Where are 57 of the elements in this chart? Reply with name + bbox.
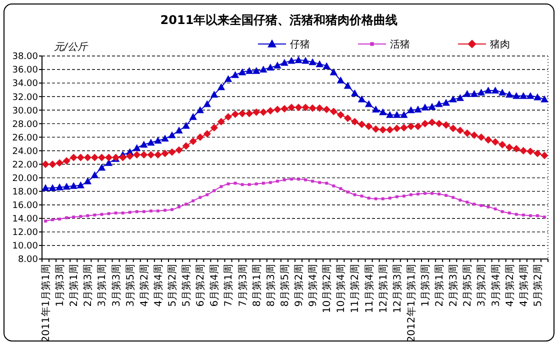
x-tick-label: 9月第4周	[307, 264, 320, 307]
x-tick-label: 3月第5周	[124, 264, 136, 307]
x-tick-label: 8月第3周	[264, 264, 277, 307]
x-tick-label: 10月第2周	[321, 264, 334, 314]
y-tick-label: 32.00	[12, 92, 38, 103]
x-tick-label: 5月第2周	[166, 264, 179, 307]
x-tick-label: 6月第4周	[208, 264, 221, 307]
x-tick-label: 3月第3周	[110, 264, 122, 307]
x-tick-label: 5月第4周	[180, 264, 193, 307]
x-tick-label: 2012年1月第1周	[405, 264, 418, 342]
y-tick-label: 8.00	[18, 255, 38, 266]
x-tick-label: 3月第1周	[96, 264, 108, 307]
y-tick-label: 12.00	[12, 228, 38, 238]
x-tick-label: 3月第4周	[490, 264, 502, 307]
x-tick-label: 4月第2周	[504, 264, 516, 307]
legend-label: 猪肉	[490, 38, 510, 50]
x-tick-label: 9月第2周	[293, 264, 306, 307]
x-tick-label: 8月第5周	[278, 264, 291, 307]
y-axis-title: 元/公斤	[54, 41, 88, 53]
legend-label: 仔猪	[290, 38, 310, 50]
y-tick-label: 26.00	[12, 133, 38, 144]
x-tick-label: 11月第4周	[363, 264, 376, 314]
x-tick-label: 4月第4周	[518, 264, 530, 307]
y-tick-label: 20.00	[12, 174, 38, 184]
y-tick-label: 28.00	[12, 120, 38, 130]
x-tick-label: 6月第2周	[194, 264, 207, 307]
x-tick-label: 11月第2周	[349, 264, 362, 314]
x-tick-label: 3月第2周	[476, 264, 488, 307]
legend-label: 活猪	[390, 38, 410, 50]
x-tick-label: 2月第3周	[448, 264, 460, 307]
x-tick-label: 7月第3周	[236, 264, 249, 307]
x-tick-label: 2月第3周	[82, 264, 94, 307]
x-tick-label: 4月第4周	[152, 264, 164, 307]
y-tick-label: 14.00	[12, 214, 38, 225]
x-tick-label: 1月第3周	[420, 264, 432, 307]
y-tick-label: 18.00	[12, 187, 38, 198]
x-tick-label: 5月第2周	[532, 264, 544, 307]
y-tick-label: 36.00	[12, 66, 38, 76]
x-tick-label: 2月第5周	[462, 264, 474, 307]
y-tick-label: 38.00	[12, 52, 38, 62]
x-tick-label: 1月第3周	[54, 264, 66, 307]
y-tick-label: 34.00	[12, 79, 38, 90]
chart-title: 2011年以来全国仔猪、活猪和猪肉价格曲线	[160, 13, 398, 27]
x-tick-label: 7月第1周	[222, 264, 235, 307]
x-tick-label: 8月第1周	[250, 264, 263, 307]
x-tick-label: 12月第3周	[391, 264, 404, 314]
x-tick-label: 12月第1周	[377, 264, 390, 314]
x-tick-label: 2月第1周	[434, 264, 446, 307]
x-tick-label: 2月第1周	[68, 264, 80, 307]
y-tick-label: 30.00	[12, 106, 38, 116]
x-tick-label: 2011年1月第1周	[40, 264, 52, 342]
x-tick-label: 10月第4周	[335, 264, 348, 314]
y-tick-label: 24.00	[12, 146, 38, 157]
y-tick-label: 16.00	[12, 201, 38, 212]
y-tick-label: 10.00	[12, 242, 38, 252]
x-tick-label: 4月第2周	[138, 264, 150, 307]
y-tick-label: 22.00	[12, 160, 38, 170]
